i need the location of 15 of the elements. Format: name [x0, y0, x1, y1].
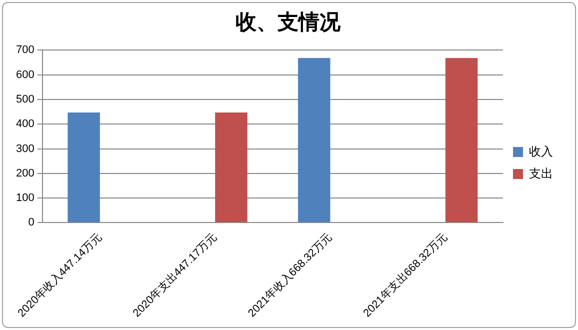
y-tick-label: 700: [16, 44, 34, 56]
bar: [445, 58, 478, 222]
y-tick-label: 300: [16, 142, 34, 155]
bar: [68, 112, 100, 222]
y-tick-label: 100: [16, 192, 34, 204]
legend-label: 支出: [529, 166, 553, 180]
bar: [298, 58, 330, 222]
y-tick-label: 200: [16, 167, 34, 180]
bar: [215, 112, 248, 222]
legend-label: 收入: [529, 144, 553, 158]
chart-title: 收、支情况: [236, 10, 342, 34]
y-tick-label: 500: [16, 94, 34, 106]
y-tick-label: 600: [16, 68, 34, 81]
y-tick-label: 400: [16, 118, 34, 130]
y-tick-label: 0: [28, 216, 34, 229]
